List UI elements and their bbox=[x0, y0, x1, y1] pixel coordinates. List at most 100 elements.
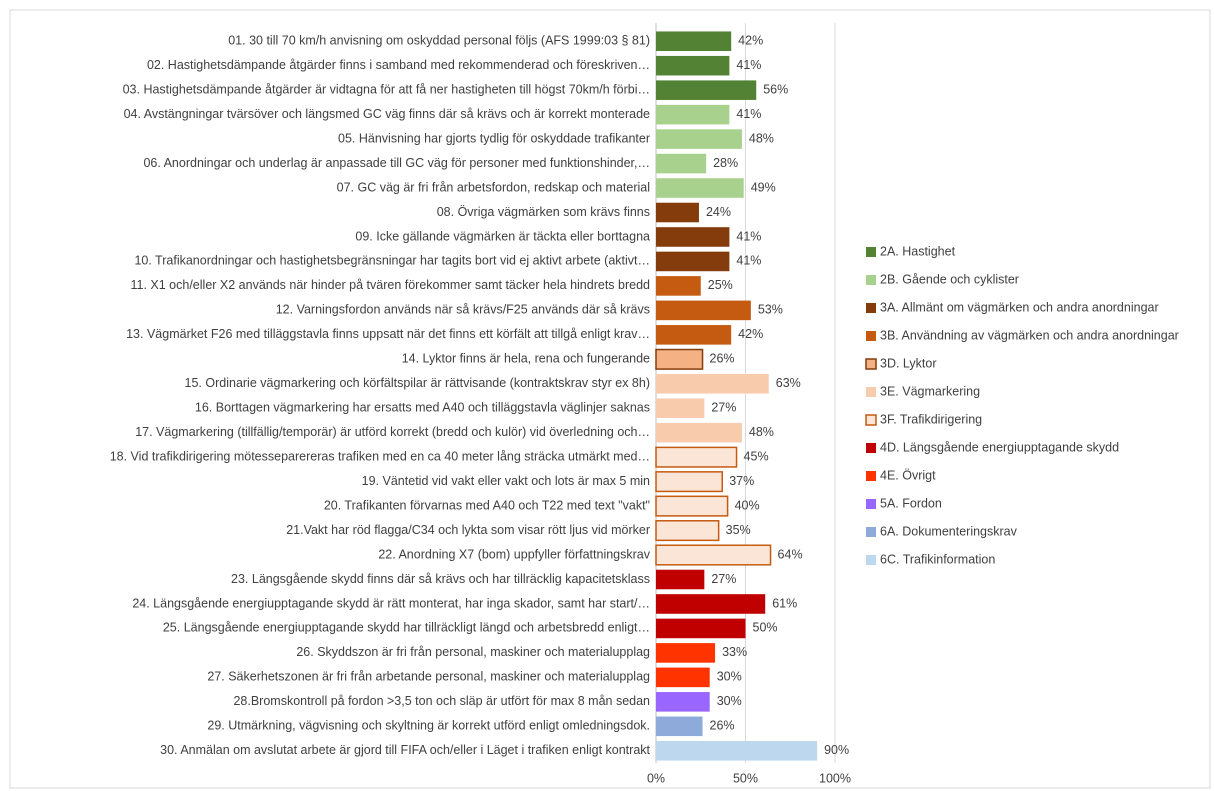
value-label: 27% bbox=[711, 572, 736, 586]
bar bbox=[656, 31, 732, 52]
value-label: 42% bbox=[738, 327, 763, 341]
category-label: 19. Väntetid vid vakt eller vakt och lot… bbox=[362, 474, 650, 488]
value-label: 48% bbox=[749, 425, 774, 439]
category-label: 12. Varningsfordon används när så krävs/… bbox=[276, 303, 650, 317]
category-label: 22. Anordning X7 (bom) uppfyller författ… bbox=[378, 547, 650, 561]
category-label: 27. Säkerhetszonen är fri från arbetande… bbox=[207, 670, 650, 684]
value-label: 41% bbox=[736, 58, 761, 72]
legend-label: 3A. Allmänt om vägmärken och andra anord… bbox=[880, 300, 1159, 314]
category-label: 17. Vägmarkering (tillfällig/temporär) ä… bbox=[135, 425, 650, 439]
value-label: 41% bbox=[736, 229, 761, 243]
bar bbox=[655, 348, 704, 370]
legend-label: 3E. Vägmarkering bbox=[880, 384, 980, 398]
legend-label: 4E. Övrigt bbox=[880, 468, 936, 482]
category-label: 29. Utmärkning, vägvisning och skyltning… bbox=[207, 719, 650, 733]
category-label: 14. Lyktor finns är hela, rena och funge… bbox=[402, 352, 650, 366]
category-label: 01. 30 till 70 km/h anvisning om oskydda… bbox=[228, 34, 650, 48]
legend-swatch bbox=[866, 443, 876, 453]
category-label: 21.Vakt har röd flagga/C34 och lykta som… bbox=[286, 523, 650, 537]
category-label: 06. Anordningar och underlag är anpassad… bbox=[143, 156, 650, 170]
bar bbox=[656, 55, 730, 76]
category-label: 20. Trafikanten förvarnas med A40 och T2… bbox=[324, 498, 650, 512]
value-label: 41% bbox=[736, 254, 761, 268]
value-label: 49% bbox=[751, 180, 776, 194]
bar bbox=[656, 153, 707, 174]
value-label: 50% bbox=[753, 621, 778, 635]
value-label: 27% bbox=[711, 401, 736, 415]
category-label: 05. Hänvisning har gjorts tydlig för osk… bbox=[338, 131, 650, 145]
category-label: 13. Vägmärket F26 med tilläggstavla finn… bbox=[126, 327, 650, 341]
category-label: 07. GC väg är fri från arbetsfordon, red… bbox=[337, 180, 650, 194]
bar bbox=[656, 569, 705, 590]
category-label: 02. Hastighetsdämpande åtgärder finns i … bbox=[147, 58, 650, 72]
bar bbox=[656, 227, 730, 247]
value-label: 26% bbox=[710, 719, 735, 733]
bar bbox=[655, 544, 772, 566]
value-label: 26% bbox=[710, 352, 735, 366]
legend-swatch bbox=[866, 499, 876, 509]
bar bbox=[656, 740, 818, 761]
bar bbox=[655, 446, 738, 468]
legend-label: 6C. Trafikinformation bbox=[880, 552, 995, 566]
category-label: 18. Vid trafikdirigering mötesseparerera… bbox=[110, 449, 650, 463]
value-label: 28% bbox=[713, 156, 738, 170]
legend-swatch bbox=[865, 358, 877, 370]
value-label: 25% bbox=[708, 278, 733, 292]
legend-label: 6A. Dokumenteringskrav bbox=[880, 524, 1018, 538]
category-label: 30. Anmälan om avslutat arbete är gjord … bbox=[160, 743, 650, 757]
category-label: 28.Bromskontroll på fordon >3,5 ton och … bbox=[233, 694, 650, 708]
category-label: 15. Ordinarie vägmarkering och körfältsp… bbox=[185, 376, 650, 390]
bar bbox=[656, 667, 710, 688]
legend-swatch bbox=[866, 471, 876, 481]
legend-swatch bbox=[866, 303, 876, 313]
bar bbox=[656, 643, 716, 663]
category-label: 25. Längsgående energiupptagande skydd h… bbox=[163, 621, 650, 635]
legend-swatch bbox=[865, 414, 877, 426]
bar bbox=[656, 716, 703, 737]
legend-label: 2B. Gående och cyklister bbox=[880, 272, 1019, 286]
bar bbox=[656, 422, 742, 443]
bar bbox=[656, 104, 730, 125]
value-label: 48% bbox=[749, 131, 774, 145]
bar bbox=[656, 276, 701, 296]
legend-label: 2A. Hastighet bbox=[880, 244, 956, 258]
value-label: 30% bbox=[717, 670, 742, 684]
bar bbox=[655, 495, 729, 517]
legend-label: 4D. Längsgående energiupptagande skydd bbox=[880, 440, 1119, 454]
bar bbox=[656, 251, 730, 272]
bar bbox=[656, 325, 732, 345]
bar bbox=[656, 398, 705, 419]
category-label: 04. Avstängningar tvärsöver och längsmed… bbox=[124, 107, 650, 121]
value-label: 40% bbox=[735, 498, 760, 512]
bar bbox=[656, 373, 769, 394]
value-label: 56% bbox=[763, 82, 788, 96]
legend-label: 3B. Användning av vägmärken och andra an… bbox=[880, 328, 1179, 342]
bar bbox=[655, 471, 723, 493]
value-label: 61% bbox=[772, 596, 797, 610]
bar bbox=[656, 129, 742, 149]
bar bbox=[655, 520, 720, 542]
legend-swatch bbox=[866, 275, 876, 285]
legend-label: 3F. Trafikdirigering bbox=[880, 412, 982, 426]
value-label: 90% bbox=[824, 743, 849, 757]
legend-label: 3D. Lyktor bbox=[880, 356, 937, 370]
category-label: 16. Borttagen vägmarkering har ersatts m… bbox=[195, 401, 650, 415]
legend-swatch bbox=[866, 555, 876, 565]
x-tick-label: 100% bbox=[819, 771, 851, 785]
value-label: 64% bbox=[778, 547, 803, 561]
value-label: 63% bbox=[776, 376, 801, 390]
legend-swatch bbox=[866, 387, 876, 397]
bar bbox=[656, 178, 744, 198]
category-label: 23. Längsgående skydd finns där så krävs… bbox=[231, 572, 650, 586]
category-label: 08. Övriga vägmärken som krävs finns bbox=[437, 205, 650, 219]
value-label: 41% bbox=[736, 107, 761, 121]
x-tick-label: 0% bbox=[647, 771, 665, 785]
bar bbox=[656, 594, 766, 614]
value-label: 30% bbox=[717, 694, 742, 708]
x-tick-label: 50% bbox=[733, 771, 758, 785]
chart-frame bbox=[9, 9, 1211, 789]
bar bbox=[656, 618, 746, 639]
bar bbox=[656, 80, 757, 100]
category-label: 26. Skyddszon är fri från personal, mask… bbox=[296, 645, 650, 659]
